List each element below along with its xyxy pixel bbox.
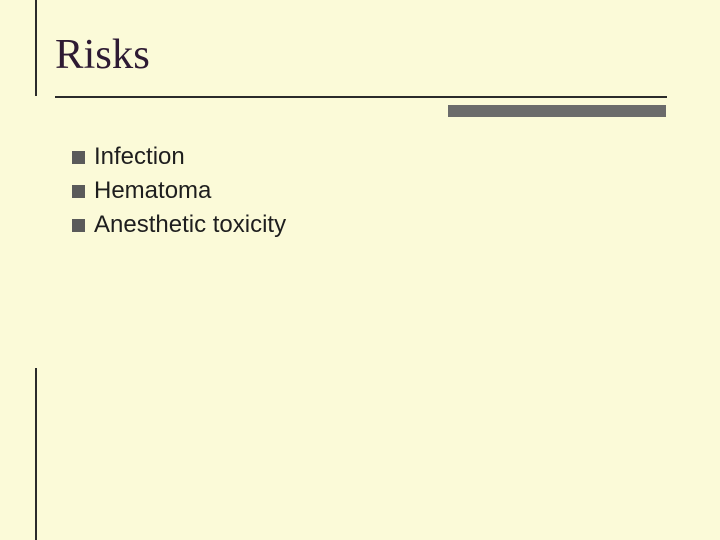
accent-bar bbox=[448, 105, 666, 117]
vertical-rule-bottom bbox=[35, 368, 37, 540]
slide: Risks Infection Hematoma Anesthetic toxi… bbox=[0, 0, 720, 540]
list-item: Hematoma bbox=[72, 174, 286, 208]
list-item: Infection bbox=[72, 140, 286, 174]
bullet-text: Infection bbox=[94, 143, 185, 171]
title-underline bbox=[55, 96, 667, 98]
bullet-text: Hematoma bbox=[94, 177, 211, 205]
bullet-text: Anesthetic toxicity bbox=[94, 211, 286, 239]
square-bullet-icon bbox=[72, 185, 85, 198]
slide-title: Risks bbox=[55, 30, 150, 79]
bullet-list: Infection Hematoma Anesthetic toxicity bbox=[72, 140, 286, 242]
list-item: Anesthetic toxicity bbox=[72, 208, 286, 242]
square-bullet-icon bbox=[72, 219, 85, 232]
title-area: Risks bbox=[55, 30, 150, 79]
square-bullet-icon bbox=[72, 151, 85, 164]
vertical-rule-top bbox=[35, 0, 37, 96]
